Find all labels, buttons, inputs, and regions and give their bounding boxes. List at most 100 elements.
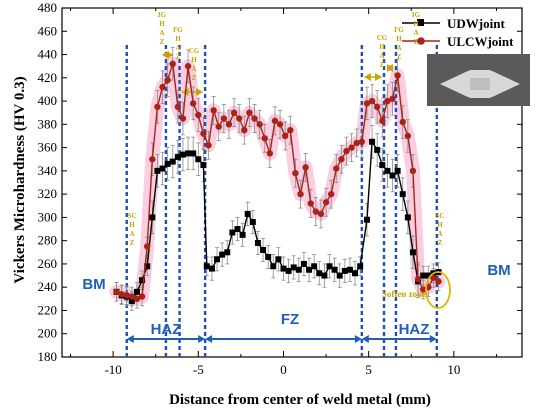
udw-data-point <box>311 263 318 270</box>
ulcw-data-point <box>343 147 350 155</box>
ulcw-data-point <box>225 121 233 128</box>
ulcw-data-point <box>133 295 141 303</box>
udw-data-point <box>249 219 256 226</box>
x-tick-label: 0 <box>280 362 287 377</box>
ulcw-data-point <box>205 142 212 149</box>
ulcw-data-point <box>312 208 320 215</box>
svg-text:H: H <box>379 43 385 51</box>
udw-data-point <box>336 272 343 279</box>
udw-data-point <box>346 266 353 273</box>
udw-data-point <box>185 150 192 157</box>
soften-zone-ellipse <box>425 271 451 309</box>
svg-text:Z: Z <box>192 74 197 82</box>
igh-left-arrow <box>161 51 174 59</box>
subzone-cgh-left: CG H A Z <box>189 47 200 82</box>
udw-data-point <box>239 231 246 238</box>
subzone-sch-left: SC H A Z <box>128 212 137 247</box>
y-tick-label: 180 <box>38 349 58 364</box>
ulcw-data-point <box>292 169 299 177</box>
ulcw-data-point <box>235 115 243 122</box>
svg-text:IG: IG <box>158 11 167 19</box>
udw-data-point <box>229 229 236 236</box>
udw-data-point <box>326 263 333 270</box>
haz-left-arrow <box>126 335 206 343</box>
ulcw-data-point <box>159 83 166 91</box>
ulcw-data-point <box>246 109 253 116</box>
x-axis-title: Distance from center of weld metal (mm) <box>169 392 431 408</box>
y-tick-label: 440 <box>38 47 58 62</box>
y-tick-label: 320 <box>38 186 58 201</box>
x-tick-label: 10 <box>447 362 460 377</box>
ulcw-data-point <box>384 97 391 105</box>
zone-fz: FZ <box>281 311 299 328</box>
svg-text:CG: CG <box>189 47 200 55</box>
ulcw-data-point <box>195 111 202 119</box>
ulcw-data-point <box>338 156 345 163</box>
x-tick-label: -10 <box>104 362 121 377</box>
ulcw-data-point <box>363 100 371 107</box>
udw-data-point <box>379 162 386 169</box>
udw-data-point <box>300 260 307 267</box>
udw-data-point <box>290 264 297 271</box>
svg-text:Z: Z <box>160 38 165 46</box>
udw-data-point <box>384 167 391 174</box>
udw-data-point <box>195 156 202 163</box>
svg-text:A: A <box>413 29 418 37</box>
udw-data-point <box>128 298 135 305</box>
udw-data-point <box>234 226 241 233</box>
udw-data-point <box>321 272 328 279</box>
udw-data-point <box>316 270 323 277</box>
ulcw-data-point <box>333 165 340 172</box>
udw-data-point <box>341 267 348 274</box>
zone-haz-right: HAZ <box>399 321 430 338</box>
legend-marker-ulcw <box>417 37 425 45</box>
y-tick-label: 420 <box>38 70 58 85</box>
ulcw-data-point <box>215 123 222 130</box>
ulcw-data-point <box>435 278 442 285</box>
svg-text:H: H <box>437 221 443 229</box>
svg-text:IG: IG <box>412 11 421 19</box>
ulcw-data-point <box>169 60 176 68</box>
ulcw-data-point <box>149 156 156 163</box>
ulcw-data-point <box>394 72 401 79</box>
x-tick-label: -5 <box>193 362 204 377</box>
svg-text:SC: SC <box>128 212 137 220</box>
y-tick-label: 460 <box>38 23 58 38</box>
ulcw-data-point <box>256 121 263 128</box>
legend-marker-udw <box>417 19 424 26</box>
ulcw-data-point <box>379 117 386 125</box>
ulcw-data-point <box>261 135 268 142</box>
ulcw-data-point <box>353 139 360 147</box>
udw-data-point <box>260 246 267 253</box>
svg-text:H: H <box>129 221 135 229</box>
series-layer <box>113 60 442 305</box>
ulcw-data-point <box>389 95 396 102</box>
udw-data-point <box>203 263 210 270</box>
svg-text:Z: Z <box>130 239 135 247</box>
y-tick-label: 300 <box>38 209 58 224</box>
svg-text:A: A <box>159 29 164 37</box>
fgh-right-arrow <box>386 64 394 72</box>
ulcw-data-point <box>266 150 274 157</box>
y-tick-label: 200 <box>38 326 58 341</box>
ulcw-data-point <box>189 100 197 107</box>
y-tick-label: 280 <box>38 233 58 248</box>
udw-data-point <box>363 216 370 223</box>
udw-data-point <box>357 263 364 270</box>
legend: UDWjoint ULCWjoint <box>402 16 514 49</box>
udw-data-point <box>404 214 411 221</box>
ulcw-data-point <box>200 130 207 137</box>
y-tick-label: 480 <box>38 0 58 15</box>
svg-text:H: H <box>191 56 197 64</box>
svg-text:A: A <box>175 44 180 52</box>
udw-data-point <box>190 150 197 157</box>
plot-frame <box>61 7 523 358</box>
udw-data-point <box>149 214 156 221</box>
fz-arrow <box>205 335 362 343</box>
udw-data-point <box>399 191 406 198</box>
svg-text:Z: Z <box>176 53 181 61</box>
udw-data-point <box>159 165 166 172</box>
ulcw-data-point <box>271 117 279 125</box>
ulcw-data-point <box>184 62 192 70</box>
